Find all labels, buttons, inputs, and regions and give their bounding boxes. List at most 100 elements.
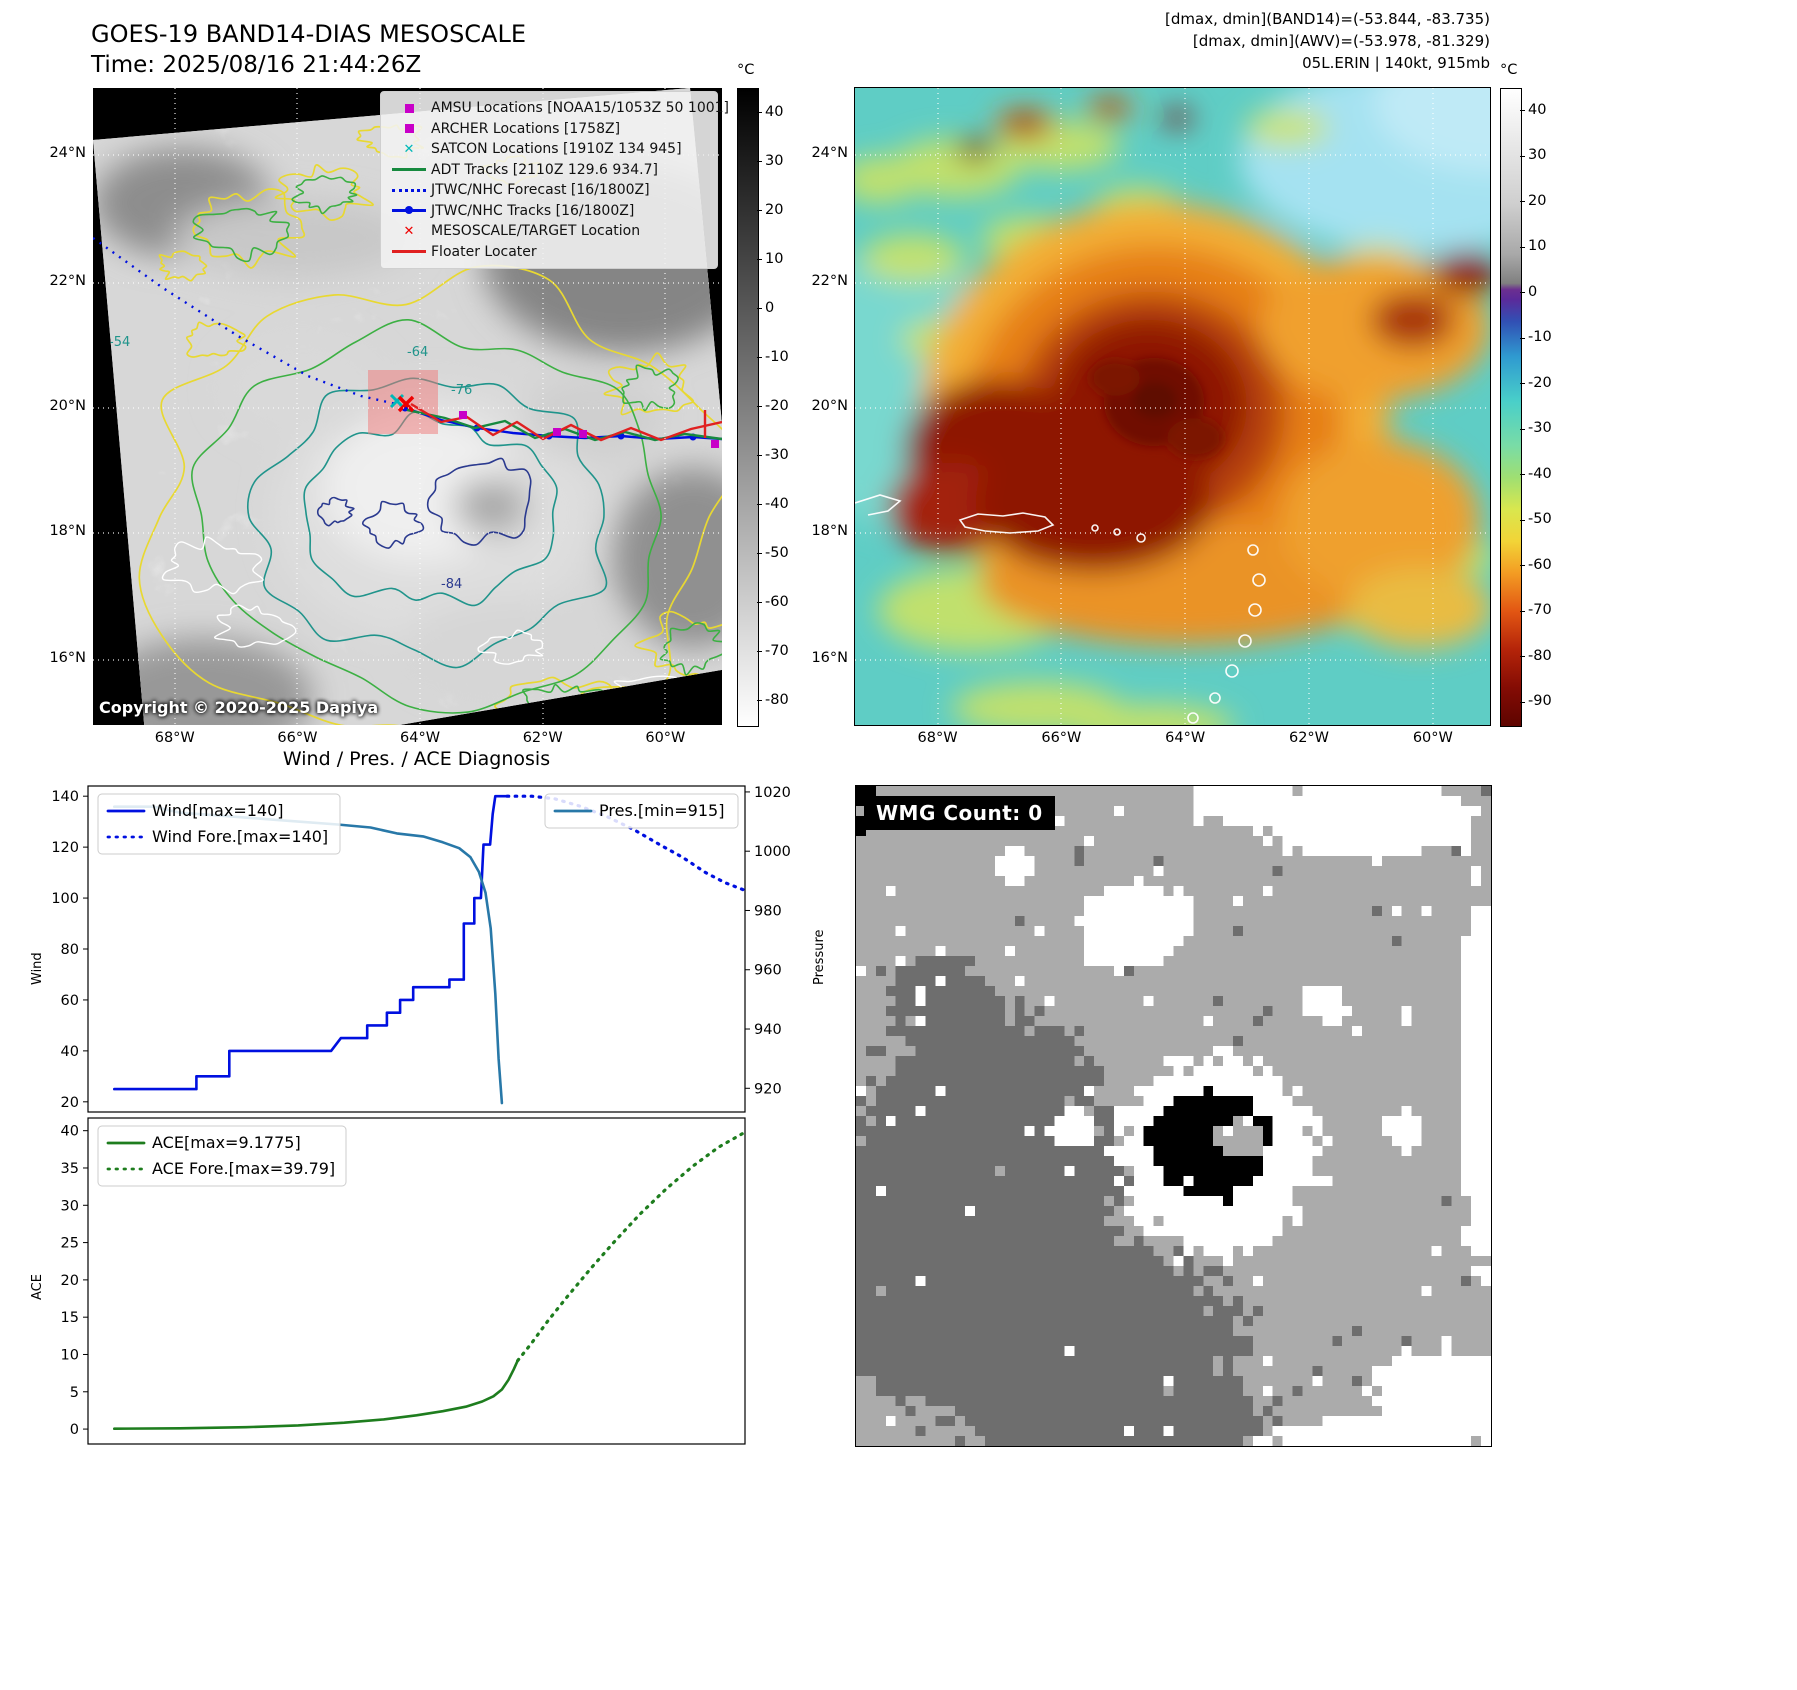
axis-tick-label: 30 [61,1198,79,1214]
copyright-text: Copyright © 2020-2025 Dapiya [99,698,379,717]
lat-tick-label: 16°N [49,650,86,666]
colorbar-tick-label: -70 [765,642,789,659]
band14-colorbar-unit: °C [737,62,755,78]
colorbar-tick [757,651,762,652]
colorbar-tick [1520,383,1525,385]
colorbar-tick [1520,337,1525,339]
series-dotted [516,1130,747,1363]
colorbar-tick [1520,428,1525,430]
axis-tick-label: 1000 [754,844,791,860]
wmg-map [856,786,1491,1446]
colorbar-tick [1520,701,1525,703]
contour-line [214,604,297,648]
awv-satellite-image [785,33,1615,748]
contour-line [185,321,247,358]
jtwc-track-line [404,406,723,441]
legend-item: JTWC/NHC Forecast [16/1800Z] [387,180,711,201]
dotted-marker-icon [387,188,431,192]
lon-tick-label: 66°W [277,730,318,746]
lat-tick-label: 18°N [49,523,86,539]
wmg-count-badge: WMG Count: 0 [864,796,1055,830]
colorbar-tick [757,406,762,407]
target-location-marker [397,395,415,413]
axis-tick-label: 40 [61,1044,79,1060]
colorbar-tick-label: -20 [765,397,789,414]
colorbar-tick-label: -50 [765,544,789,561]
contour-line [247,377,608,669]
colorbar-tick [1520,155,1525,157]
colorbar-tick [757,210,762,211]
lon-tick-label: 60°W [1412,730,1453,746]
contour-line [161,536,264,595]
colorbar-tick-label: -10 [765,348,789,365]
lon-tick-label: 68°W [917,730,958,746]
lat-tick-label: 24°N [49,145,86,161]
colorbar-tick-label: 0 [1528,283,1538,300]
axis-tick-label: 60 [61,993,79,1009]
colorbar-tick-label: -30 [1528,420,1552,437]
legend-label: SATCON Locations [1910Z 134 945] [431,141,682,158]
colorbar-tick [1520,565,1525,567]
band14-time: Time: 2025/08/16 21:44:26Z [91,52,422,78]
contour-line [192,207,290,263]
diagnosis-charts: 2040608010012014092094096098010001020051… [51,785,791,1445]
legend-item: Floater Locater [387,242,711,263]
colorbar-tick-label: 10 [765,250,784,267]
band14-legend: AMSU Locations [NOAA15/1053Z 50 1001] ARC… [380,91,729,269]
axis-tick-label: 25 [61,1236,79,1252]
colorbar-tick [757,553,762,554]
archer-location-marker [553,428,561,436]
colorbar-tick [757,602,762,603]
contour-line [303,411,558,607]
legend-label: Floater Locater [431,243,537,260]
band14-plot: -54 -64 -76 -84 [92,88,745,761]
latlon-grid [855,88,1490,725]
coastlines [854,494,1266,724]
contour-label: -54 [109,335,130,350]
lon-tick-label: 68°W [154,730,195,746]
legend-item: ✕ MESOSCALE/TARGET Location [387,221,711,242]
contour-line [362,500,425,549]
colorbar-tick-label: -80 [1528,647,1552,664]
contour-line [426,457,532,546]
legend-item: ADT Tracks [2110Z 129.6 934.7] [387,160,711,181]
legend-label: MESOSCALE/TARGET Location [431,223,641,240]
contour-line [291,175,358,215]
colorbar-tick [1520,292,1525,294]
axis-tick-label: 20 [61,1273,79,1289]
axis-tick-label: 40 [61,1124,79,1140]
series-solid [113,1359,520,1431]
amsu-location-marker [459,411,467,419]
colorbar-tick-label: 30 [765,152,784,169]
colorbar-tick-label: -50 [1528,511,1552,528]
lat-tick-label: 18°N [811,523,848,539]
wmg-panel: WMG Count: 0 [855,785,1492,1447]
contour-line [621,364,679,412]
colorbar-tick [1520,201,1525,203]
chart-legend-label: Pres.[min=915] [599,801,724,820]
colorbar-tick-label: 40 [1528,101,1547,118]
legend-label: AMSU Locations [NOAA15/1053Z 50 1001] [431,100,730,117]
lon-tick-label: 64°W [400,730,441,746]
colorbar-tick [757,700,762,701]
storm-id-intensity: 05L.ERIN | 140kt, 915mb [1302,54,1490,72]
colorbar-tick-label: 40 [765,103,784,120]
colorbar-tick-label: -70 [1528,602,1552,619]
axis-tick-label: 920 [754,1081,782,1097]
axis-tick-label: 140 [51,789,79,805]
axis-tick-label: 20 [61,1095,79,1111]
contour-line [603,352,695,416]
lon-tick-label: 62°W [522,730,563,746]
colorbar-tick [757,259,762,260]
colorbar-tick [1520,610,1525,612]
legend-label: ARCHER Locations [1758Z] [431,120,621,137]
lon-tick-label: 62°W [1288,730,1330,746]
contour-label: -84 [441,577,462,592]
storm-eye [1090,358,1223,458]
colorbar-tick [757,357,762,358]
lon-tick-label: 66°W [1041,730,1082,746]
colorbar-tick-label: -60 [1528,556,1552,573]
contour-label: -76 [451,383,472,398]
chart-legend [544,793,739,829]
chart-legend-label: Wind[max=140] [152,801,284,820]
